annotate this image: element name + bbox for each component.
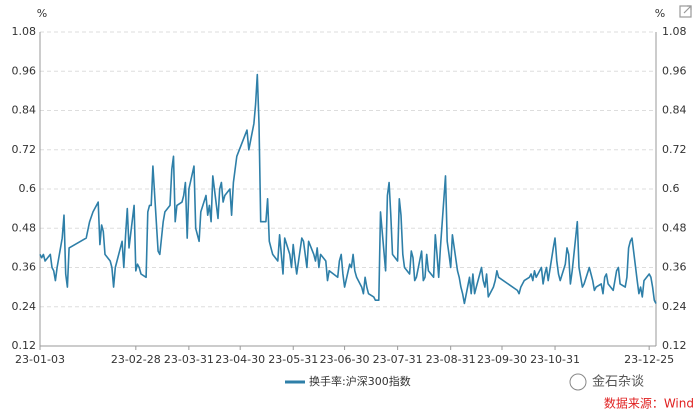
- y-tick-label: 0.6: [19, 182, 37, 195]
- x-tick-label: 23-04-30: [215, 353, 265, 366]
- y-tick-label: 0.12: [12, 339, 37, 352]
- y2-tick-label: 0.48: [662, 221, 687, 234]
- y-tick-label: 0.48: [12, 221, 37, 234]
- x-tick-label: 23-07-31: [373, 353, 423, 366]
- x-tick-label: 23-01-03: [15, 353, 65, 366]
- y2-unit: %: [655, 7, 665, 20]
- watermark-icon: [569, 373, 587, 391]
- line-series: [39, 73, 657, 305]
- legend-label: 换手率:沪深300指数: [309, 374, 411, 388]
- y2-tick-label: 0.6: [662, 182, 680, 195]
- y2-tick-label: 1.08: [662, 25, 687, 38]
- y2-tick-label: 0.24: [662, 300, 687, 313]
- y-tick-label: 0.36: [12, 261, 37, 274]
- y-tick-label: 0.72: [12, 143, 37, 156]
- y-tick-label: 0.84: [12, 104, 37, 117]
- x-tick-label: 23-02-28: [111, 353, 161, 366]
- export-icon[interactable]: [679, 5, 692, 18]
- x-tick-label: 23-03-31: [164, 353, 214, 366]
- x-tick-label: 23-09-30: [477, 353, 527, 366]
- y2-tick-label: 0.72: [662, 143, 687, 156]
- y2-tick-label: 0.84: [662, 104, 687, 117]
- y-tick-label: 1.08: [12, 25, 37, 38]
- x-tick-label: 23-08-31: [426, 353, 476, 366]
- y2-tick-label: 0.12: [662, 339, 687, 352]
- x-tick-label: 23-10-31: [530, 353, 580, 366]
- icon-arrow[interactable]: [683, 5, 692, 14]
- icon-frame[interactable]: [679, 5, 692, 18]
- y2-tick-label: 0.96: [662, 64, 687, 77]
- watermark: 金石杂谈: [592, 374, 644, 390]
- y-tick-label: 0.96: [12, 64, 37, 77]
- y-unit: %: [37, 7, 47, 20]
- x-tick-label: 23-05-31: [268, 353, 318, 366]
- x-tick-label: 23-12-25: [624, 353, 674, 366]
- y2-tick-label: 0.36: [662, 261, 687, 274]
- source-note: 数据来源：Wind: [604, 396, 694, 411]
- y-tick-label: 0.24: [12, 300, 37, 313]
- x-tick-label: 23-06-30: [320, 353, 370, 366]
